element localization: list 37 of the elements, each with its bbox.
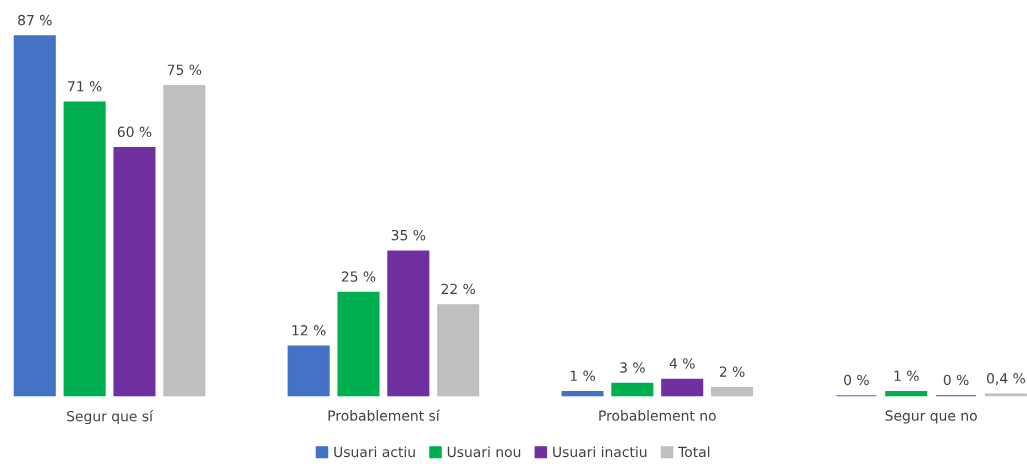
legend-label: Usuari inactiu	[553, 446, 647, 458]
bar	[885, 391, 928, 397]
data-label: 1 %	[894, 370, 919, 382]
bar	[661, 378, 704, 397]
x-tick-label: Probablement sí	[328, 409, 440, 421]
x-tick-label: Segur que no	[885, 410, 977, 424]
data-label: 35 %	[391, 229, 426, 241]
legend-label: Usuari actiu	[334, 446, 415, 458]
data-label: 3 %	[620, 362, 645, 373]
bar	[711, 386, 754, 397]
data-label: 75 %	[167, 64, 202, 76]
bar	[113, 147, 156, 397]
bar	[287, 345, 330, 397]
bar	[611, 382, 654, 397]
legend-label: Usuari nou	[447, 446, 521, 458]
bar	[561, 391, 604, 397]
data-label: 0 %	[943, 374, 969, 386]
data-label: 12 %	[292, 325, 326, 336]
data-label: 25 %	[341, 271, 376, 282]
bar	[437, 304, 480, 397]
data-label: 0,4 %	[986, 373, 1025, 385]
data-label: 0 %	[844, 374, 869, 386]
bar	[337, 291, 380, 397]
data-label: 1 %	[570, 370, 595, 382]
bar	[387, 250, 430, 397]
bar	[63, 101, 106, 397]
x-tick-label: Probablement no	[599, 410, 716, 421]
data-label: 4 %	[669, 358, 695, 369]
data-label: 87 %	[18, 14, 52, 26]
data-label: 60 %	[117, 126, 152, 138]
x-tick-label: Segur que sí	[67, 410, 154, 425]
data-label: 71 %	[68, 81, 102, 92]
legend-label: Total	[678, 446, 710, 458]
bar	[13, 35, 56, 397]
bar	[163, 84, 206, 397]
data-label: 2 %	[719, 366, 745, 377]
data-label: 22 %	[441, 283, 476, 295]
